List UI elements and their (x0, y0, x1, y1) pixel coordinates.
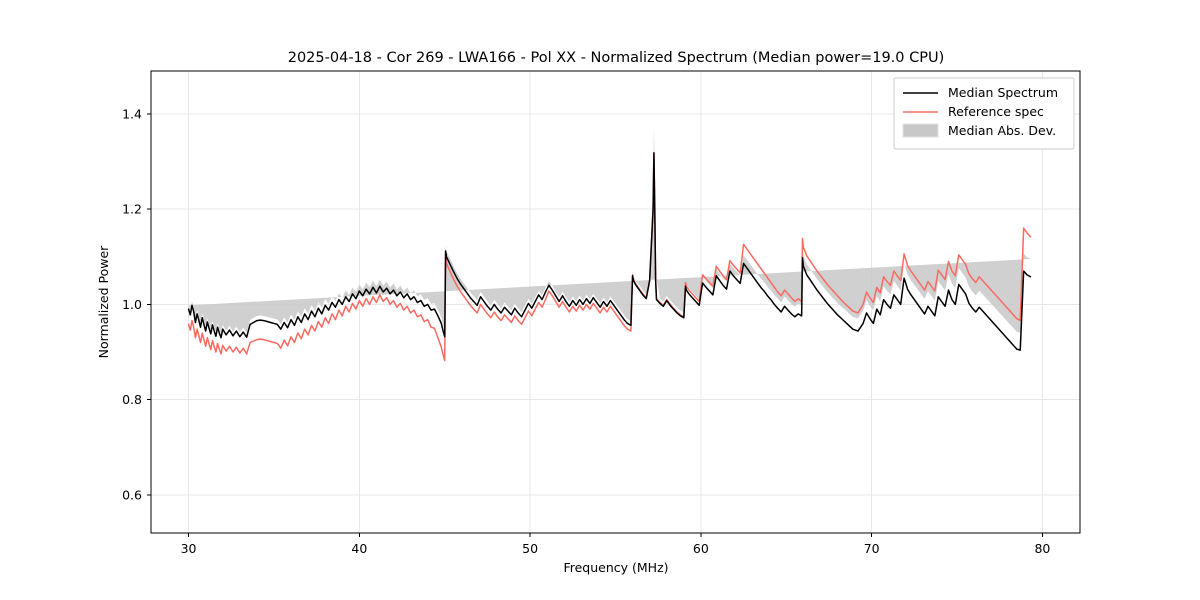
mad-band-layer (188, 127, 1031, 334)
x-tick-label-40: 40 (351, 541, 367, 556)
y-axis-label: Normalized Power (96, 245, 111, 359)
legend-label-median-abs-dev: Median Abs. Dev. (948, 123, 1056, 138)
series-line-median-spectrum (187, 152, 1032, 351)
legend-label-reference-spec: Reference spec (948, 104, 1044, 119)
legend-swatch-median-abs-dev (902, 123, 939, 138)
series-line-reference-spec (187, 152, 1032, 362)
x-tick-label-70: 70 (864, 541, 880, 556)
legend[interactable]: Median Spectrum Reference spec Median Ab… (893, 77, 1075, 150)
y-tick-label-1: 1.0 (122, 297, 142, 312)
chart-title: 2025-04-18 - Cor 269 - LWA166 - Pol XX -… (288, 50, 945, 66)
y-tick-label-0.6: 0.6 (122, 487, 142, 502)
x-axis-label: Frequency (MHz) (563, 560, 668, 575)
data-series-layer (187, 152, 1032, 362)
y-tick-label-1.2: 1.2 (122, 202, 142, 217)
x-tick-label-80: 80 (1034, 541, 1050, 556)
y-tick-label-1.4: 1.4 (122, 106, 142, 121)
x-tick-label-50: 50 (522, 541, 538, 556)
axes-frame (150, 70, 1081, 534)
x-tick-label-30: 30 (181, 541, 197, 556)
legend-label-median-spectrum: Median Spectrum (948, 85, 1058, 100)
x-tick-label-60: 60 (693, 541, 709, 556)
mad-band-polygon (188, 127, 1031, 334)
legend-frame (893, 77, 1075, 150)
axes-spines (150, 70, 1081, 534)
y-tick-label-0.8: 0.8 (122, 392, 142, 407)
axis-ticks: 30 40 50 60 70 80 0.6 0.8 1.0 1.2 1.4 (122, 106, 1050, 556)
